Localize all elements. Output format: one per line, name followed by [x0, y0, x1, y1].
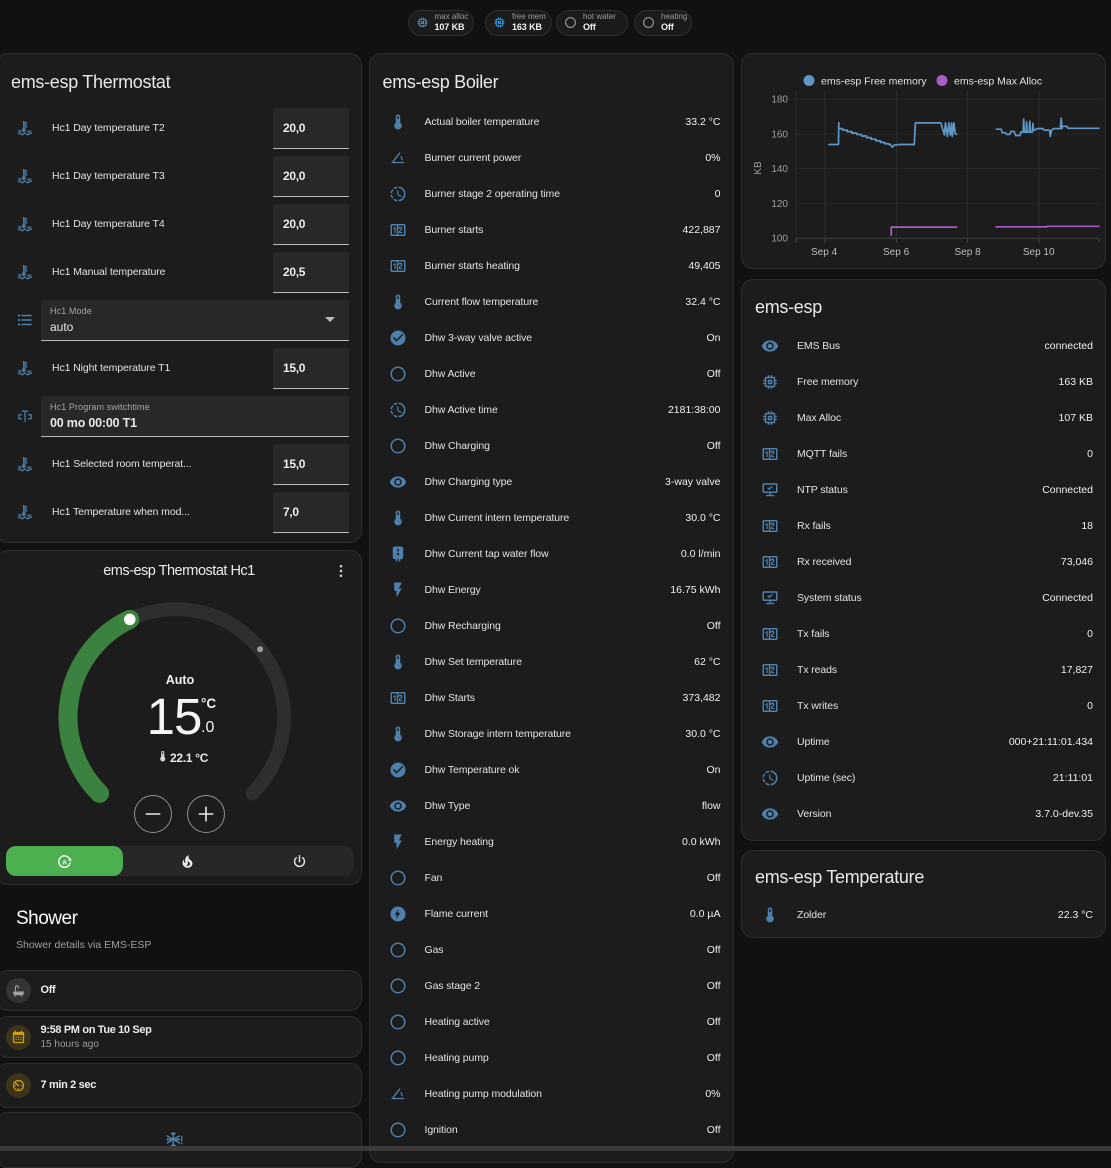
svg-text:Sep 8: Sep 8 — [955, 247, 982, 258]
svg-text:.0: .0 — [201, 719, 214, 736]
svg-text:ems-esp Max Alloc: ems-esp Max Alloc — [954, 76, 1042, 88]
svg-text:Sep 4: Sep 4 — [811, 247, 838, 258]
svg-text:180: 180 — [771, 95, 788, 106]
svg-text:100: 100 — [771, 234, 788, 245]
svg-text:Auto: Auto — [166, 673, 195, 687]
svg-text:ems-esp Free memory: ems-esp Free memory — [821, 76, 927, 88]
svg-text:22.1 °C: 22.1 °C — [170, 751, 209, 765]
svg-text:Sep 6: Sep 6 — [883, 247, 910, 258]
svg-text:160: 160 — [771, 130, 788, 141]
svg-text:140: 140 — [771, 164, 788, 175]
svg-text:A: A — [62, 859, 67, 866]
svg-text:KB: KB — [753, 161, 764, 175]
svg-text:°C: °C — [201, 696, 216, 711]
svg-text:120: 120 — [771, 199, 788, 210]
svg-text:15: 15 — [147, 688, 202, 745]
svg-text:Sep 10: Sep 10 — [1023, 247, 1055, 258]
